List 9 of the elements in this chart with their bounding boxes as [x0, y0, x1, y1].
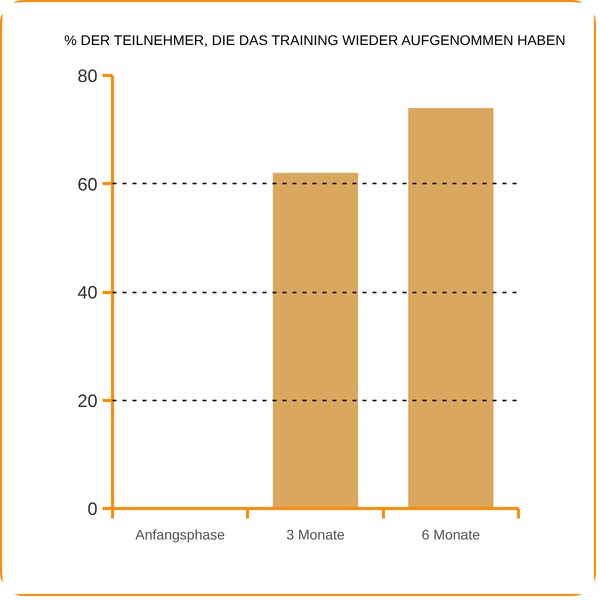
- y-tick-label: 40: [77, 282, 98, 302]
- y-tick-label: 0: [87, 499, 98, 519]
- chart-title: % DER TEILNEHMER, DIE DAS TRAINING WIEDER AUFGENOMMEN HABEN: [64, 32, 566, 48]
- x-tick-label: Anfangsphase: [135, 526, 226, 542]
- y-tick-label: 20: [77, 390, 98, 411]
- y-tick-label: 80: [77, 66, 98, 86]
- x-tick-label: 6 Monate: [422, 526, 480, 542]
- y-tick-label: 60: [77, 174, 98, 194]
- x-tick-label: 3 Monate: [286, 526, 345, 542]
